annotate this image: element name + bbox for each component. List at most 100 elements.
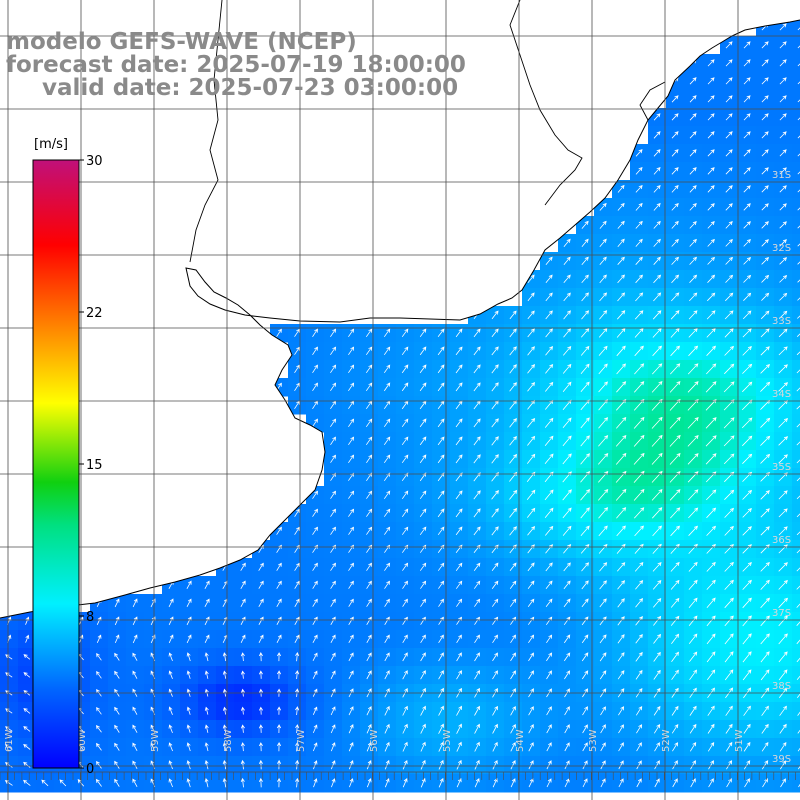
wind-arrow bbox=[742, 597, 752, 609]
wind-arrow bbox=[258, 562, 264, 571]
wind-arrow bbox=[779, 59, 787, 67]
wind-arrow bbox=[384, 634, 390, 644]
wind-arrow bbox=[706, 327, 716, 338]
wind-arrow bbox=[742, 381, 753, 393]
wind-arrow bbox=[779, 131, 787, 139]
wind-arrow bbox=[562, 363, 572, 374]
wind-arrow bbox=[491, 526, 499, 536]
wind-arrow bbox=[402, 562, 409, 571]
wind-arrow bbox=[780, 778, 786, 788]
wind-arrow bbox=[600, 706, 606, 716]
wind-arrow bbox=[636, 724, 643, 734]
wind-arrow bbox=[23, 726, 31, 732]
wind-arrow bbox=[743, 95, 751, 103]
wind-arrow bbox=[168, 778, 173, 788]
wind-arrow bbox=[312, 364, 318, 374]
wind-vector-layer bbox=[4, 9, 800, 788]
wind-arrow bbox=[401, 526, 409, 535]
wind-arrow bbox=[564, 724, 570, 734]
wind-arrow bbox=[455, 562, 463, 571]
wind-cell bbox=[792, 18, 800, 37]
wind-arrow bbox=[509, 328, 517, 338]
wind-arrow bbox=[222, 777, 227, 788]
wind-arrow bbox=[670, 615, 680, 626]
wind-arrow bbox=[615, 452, 627, 465]
wind-arrow bbox=[420, 580, 427, 589]
wind-arrow bbox=[761, 274, 770, 283]
wind-arrow bbox=[687, 453, 699, 465]
wind-arrow bbox=[670, 310, 680, 320]
wind-arrow bbox=[509, 418, 517, 428]
wind-arrow bbox=[581, 598, 589, 608]
title-model: modelo GEFS-WAVE (NCEP) bbox=[6, 29, 357, 55]
wind-arrow bbox=[510, 741, 516, 752]
wind-arrow bbox=[402, 634, 408, 644]
wind-arrow bbox=[312, 346, 318, 356]
wind-arrow bbox=[564, 742, 570, 752]
wind-arrow bbox=[689, 167, 697, 175]
wind-arrow bbox=[384, 723, 390, 734]
wind-arrow bbox=[527, 274, 535, 284]
wind-arrow bbox=[527, 435, 536, 446]
wind-cell bbox=[792, 558, 800, 577]
wind-arrow bbox=[509, 382, 517, 392]
wind-arrow bbox=[348, 544, 354, 553]
wind-cell bbox=[792, 360, 800, 379]
wind-arrow bbox=[725, 131, 733, 139]
wind-arrow bbox=[365, 382, 373, 392]
wind-arrow bbox=[617, 616, 625, 626]
wind-arrow bbox=[383, 328, 391, 338]
wind-arrow bbox=[599, 616, 607, 626]
wind-arrow bbox=[651, 452, 663, 465]
wind-arrow bbox=[689, 202, 697, 211]
wind-arrow bbox=[653, 292, 662, 302]
wind-arrow bbox=[796, 531, 800, 536]
wind-arrow bbox=[706, 489, 717, 501]
wind-cell bbox=[792, 324, 800, 343]
wind-arrow bbox=[240, 562, 246, 571]
wind-arrow bbox=[330, 436, 336, 446]
wind-arrow bbox=[797, 225, 800, 229]
wind-arrow bbox=[312, 562, 318, 571]
wind-arrow bbox=[599, 238, 607, 247]
wind-arrow bbox=[366, 598, 372, 607]
wind-arrow bbox=[562, 453, 572, 465]
wind-cell bbox=[792, 252, 800, 271]
wind-arrow bbox=[599, 652, 607, 662]
wind-arrow bbox=[652, 525, 662, 537]
wind-arrow bbox=[563, 238, 571, 247]
wind-arrow bbox=[653, 256, 661, 265]
wind-arrow bbox=[706, 525, 716, 536]
lon-label: 60W bbox=[77, 729, 88, 752]
wind-arrow bbox=[635, 149, 643, 157]
wind-arrow bbox=[707, 149, 715, 157]
wind-arrow bbox=[276, 328, 282, 337]
wind-arrow bbox=[240, 580, 246, 590]
wind-arrow bbox=[401, 382, 409, 392]
wind-cell bbox=[792, 576, 800, 595]
wind-arrow bbox=[743, 77, 751, 85]
wind-arrow bbox=[653, 131, 661, 139]
wind-arrow bbox=[455, 328, 463, 338]
wind-arrow bbox=[562, 489, 572, 501]
wind-arrow bbox=[598, 435, 609, 447]
wind-arrow bbox=[438, 598, 444, 607]
wind-arrow bbox=[617, 202, 625, 211]
wind-arrow bbox=[723, 435, 735, 447]
wind-arrow bbox=[526, 507, 536, 518]
wind-arrow bbox=[330, 418, 337, 428]
wind-arrow bbox=[741, 417, 753, 429]
wind-arrow bbox=[778, 669, 788, 681]
lat-label: 31S bbox=[772, 170, 791, 181]
wind-arrow bbox=[23, 761, 31, 768]
wind-arrow bbox=[689, 292, 698, 302]
wind-cell bbox=[792, 756, 800, 775]
wind-arrow bbox=[582, 778, 588, 788]
wind-arrow bbox=[725, 203, 733, 211]
wind-arrow bbox=[725, 167, 733, 175]
wind-arrow bbox=[509, 526, 517, 536]
wind-arrow bbox=[742, 363, 753, 374]
wind-arrow bbox=[563, 256, 571, 265]
wind-arrow bbox=[797, 747, 800, 752]
wind-arrow bbox=[366, 741, 372, 752]
